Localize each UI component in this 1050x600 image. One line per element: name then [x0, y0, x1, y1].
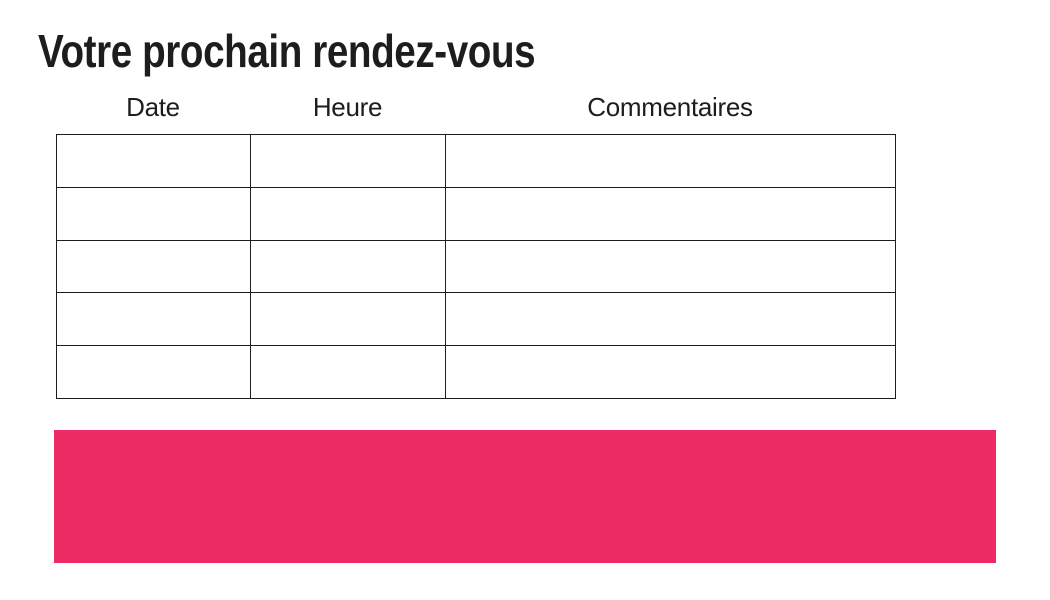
- table-cell: [445, 134, 896, 188]
- table-row: [56, 345, 896, 399]
- table-cell: [250, 186, 446, 241]
- table-row: [56, 239, 896, 294]
- table-cell: [250, 292, 446, 347]
- table-cell: [56, 186, 251, 241]
- column-header-heure: Heure: [312, 92, 383, 122]
- page-title: Votre prochain rendez-vous: [38, 25, 536, 77]
- table-cell: [250, 239, 446, 294]
- table-header-row: Date Heure Commentaires: [56, 92, 895, 122]
- table-cell: [250, 345, 446, 399]
- table-row: [56, 186, 896, 241]
- table-cell: [56, 292, 251, 347]
- table-cell: [445, 345, 896, 399]
- table-cell: [250, 134, 446, 188]
- table-cell: [56, 134, 251, 188]
- column-header-commentaires: Commentaires: [587, 92, 753, 122]
- column-header-date: Date: [126, 92, 180, 122]
- table-cell: [56, 239, 251, 294]
- table-cell: [445, 239, 896, 294]
- appointments-table: [56, 134, 896, 399]
- appointments-table-body: [56, 134, 896, 399]
- table-cell: [445, 186, 896, 241]
- table-cell: [56, 345, 251, 399]
- highlight-bar: [54, 430, 996, 563]
- table-row: [56, 134, 896, 188]
- table-cell: [445, 292, 896, 347]
- table-row: [56, 292, 896, 347]
